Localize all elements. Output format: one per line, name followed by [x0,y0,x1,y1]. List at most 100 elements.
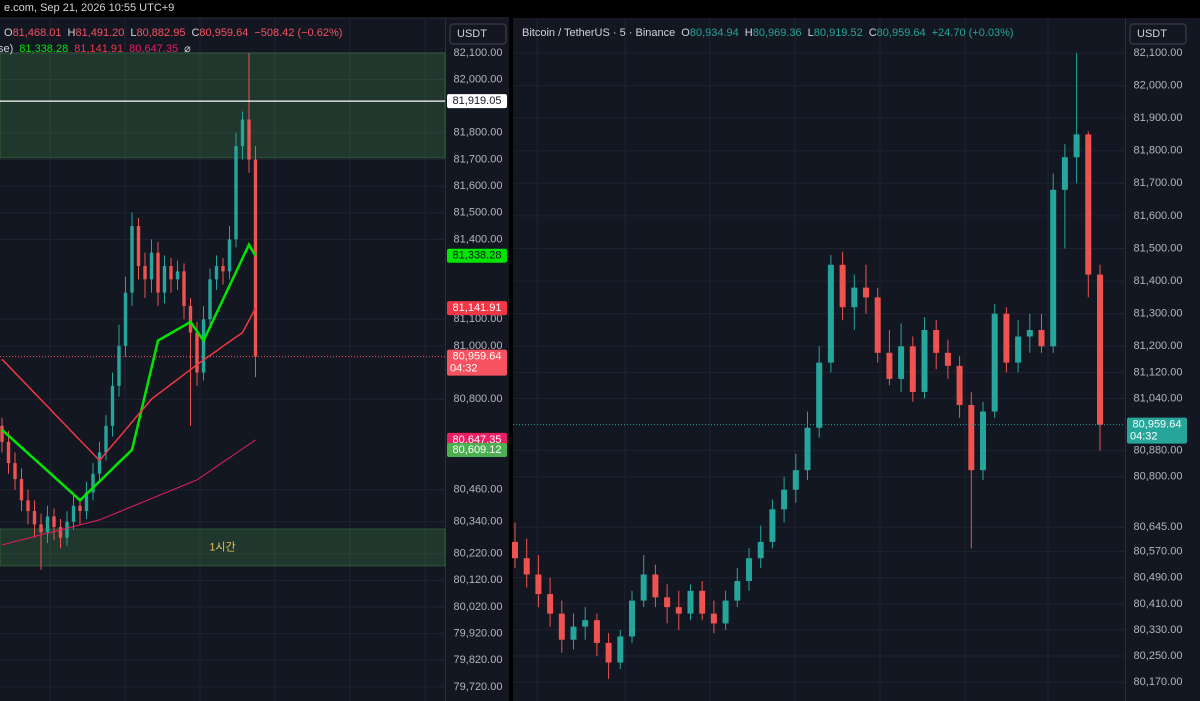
candle-body [629,600,635,637]
candle-body [169,266,173,280]
ohlc-key: C [868,27,877,39]
candle-body [734,581,741,601]
price-tag [447,248,507,263]
price-tag-label: 80,609.12 [453,444,502,456]
candle-body [874,297,881,353]
y-tick-label: 81,400.00 [1134,275,1183,287]
price-tag-label: 80,647.35 [453,434,502,446]
candle-body [201,319,206,373]
zone [0,52,446,159]
candle-body [746,558,752,582]
ma-line [1,242,257,503]
candle-body [84,492,89,512]
y-tick-label: 80,645.00 [1134,521,1183,533]
candle-body [26,500,30,512]
candle-body [570,626,577,640]
candle-body [117,345,121,386]
candle-body [1073,134,1080,158]
y-tick-label: 80,800.00 [454,393,503,405]
indicator: se) 81,338.28 81,141.91 80,647.35 ⌀ [0,42,191,55]
candle-body [699,590,706,614]
price-tag-label: 80,959.64 [453,351,502,363]
ohlc-value: 81,468.01 [12,27,62,39]
candle-body [851,287,858,308]
currency: USDT [1137,28,1167,40]
y-tick-label: 81,120.00 [1134,366,1183,378]
candle-body [110,385,115,426]
candle-body [1050,189,1057,347]
candle-body [1085,134,1092,275]
candle-body [710,613,717,624]
candle-body [227,239,232,272]
candle-body [188,305,193,333]
candle-body [839,264,846,308]
right-panel [513,18,1200,701]
y-tick-label: 82,100.00 [1134,47,1183,59]
candle-body [582,620,589,627]
candle-body [781,489,788,510]
y-tick-label: 81,100.00 [454,313,503,325]
candle-body [1026,329,1033,337]
y-tick-label: 81,600.00 [454,180,503,192]
ohlc-value: 80,919.52 [813,27,863,39]
candle-body [71,505,76,522]
candle-body [827,264,834,363]
source-text: e.com, Sep 21, 2026 10:55 UTC+9 [4,2,175,14]
ohlc-key: O [681,27,690,39]
price-tag [447,443,507,458]
y-tick-label: 80,490.00 [1134,572,1183,584]
candle-body [652,574,659,598]
currency-box [1129,23,1187,45]
y-tick-label: 82,000.00 [454,73,503,85]
candle-body [182,271,186,306]
candle-body [156,252,160,293]
ma-line [1,439,256,546]
y-tick-label: 80,250.00 [1134,650,1183,662]
candle-body [253,159,258,357]
y-tick-label: 80,340.00 [454,516,503,528]
countdown: 04:32 [450,363,478,375]
price-tag-label: 81,141.91 [453,302,502,314]
y-tick-label: 81,400.00 [454,233,503,245]
candle-body [45,516,50,533]
ohlc-key: L [130,27,137,39]
candle-body [512,541,518,559]
y-tick-label: 80,120.00 [454,574,503,586]
candle-body [792,470,799,490]
y-tick-label: 80,170.00 [1134,676,1183,688]
ohlc-value: 80,882.95 [136,27,186,39]
candle-body [804,427,811,471]
candle-body [214,266,219,280]
currency: USDT [457,28,487,40]
candle-body [97,452,102,474]
source-text: Bitcoin / TetherUS · 5 · Binance [522,27,676,39]
candle-body [123,292,128,346]
candle-body [956,365,963,405]
y-tick-label: 81,800.00 [1134,145,1183,157]
y-tick-label: 80,460.00 [454,484,503,496]
candle-body [175,271,180,280]
indicator-end: ⌀ [184,43,191,55]
candle-body [65,521,69,538]
change: +24.70 (+0.03%) [931,27,1014,39]
y-tick-label: 80,800.00 [1134,471,1183,483]
change: −508.42 (−0.62%) [254,27,343,39]
ohlc-key: L [807,27,814,39]
ohlc-value: 80,959.64 [876,27,926,39]
candle-body [1038,329,1045,347]
candle-body [6,441,11,464]
price-tag-label: 80,959.64 [1133,419,1182,431]
candle-body [909,346,916,392]
zone [0,528,446,567]
ohlc: O81,468.01 H81,491.20 L80,882.95 C80,959.64… [4,27,342,39]
candle-body [886,352,893,379]
y-tick-label: 81,200.00 [1134,340,1183,352]
candle-body [104,425,108,453]
left-panel [0,18,509,701]
ohlc-key: O [4,27,13,39]
y-tick-label: 80,880.00 [1134,445,1183,457]
y-tick-label: 81,700.00 [1134,177,1183,189]
candle-body [240,119,245,147]
